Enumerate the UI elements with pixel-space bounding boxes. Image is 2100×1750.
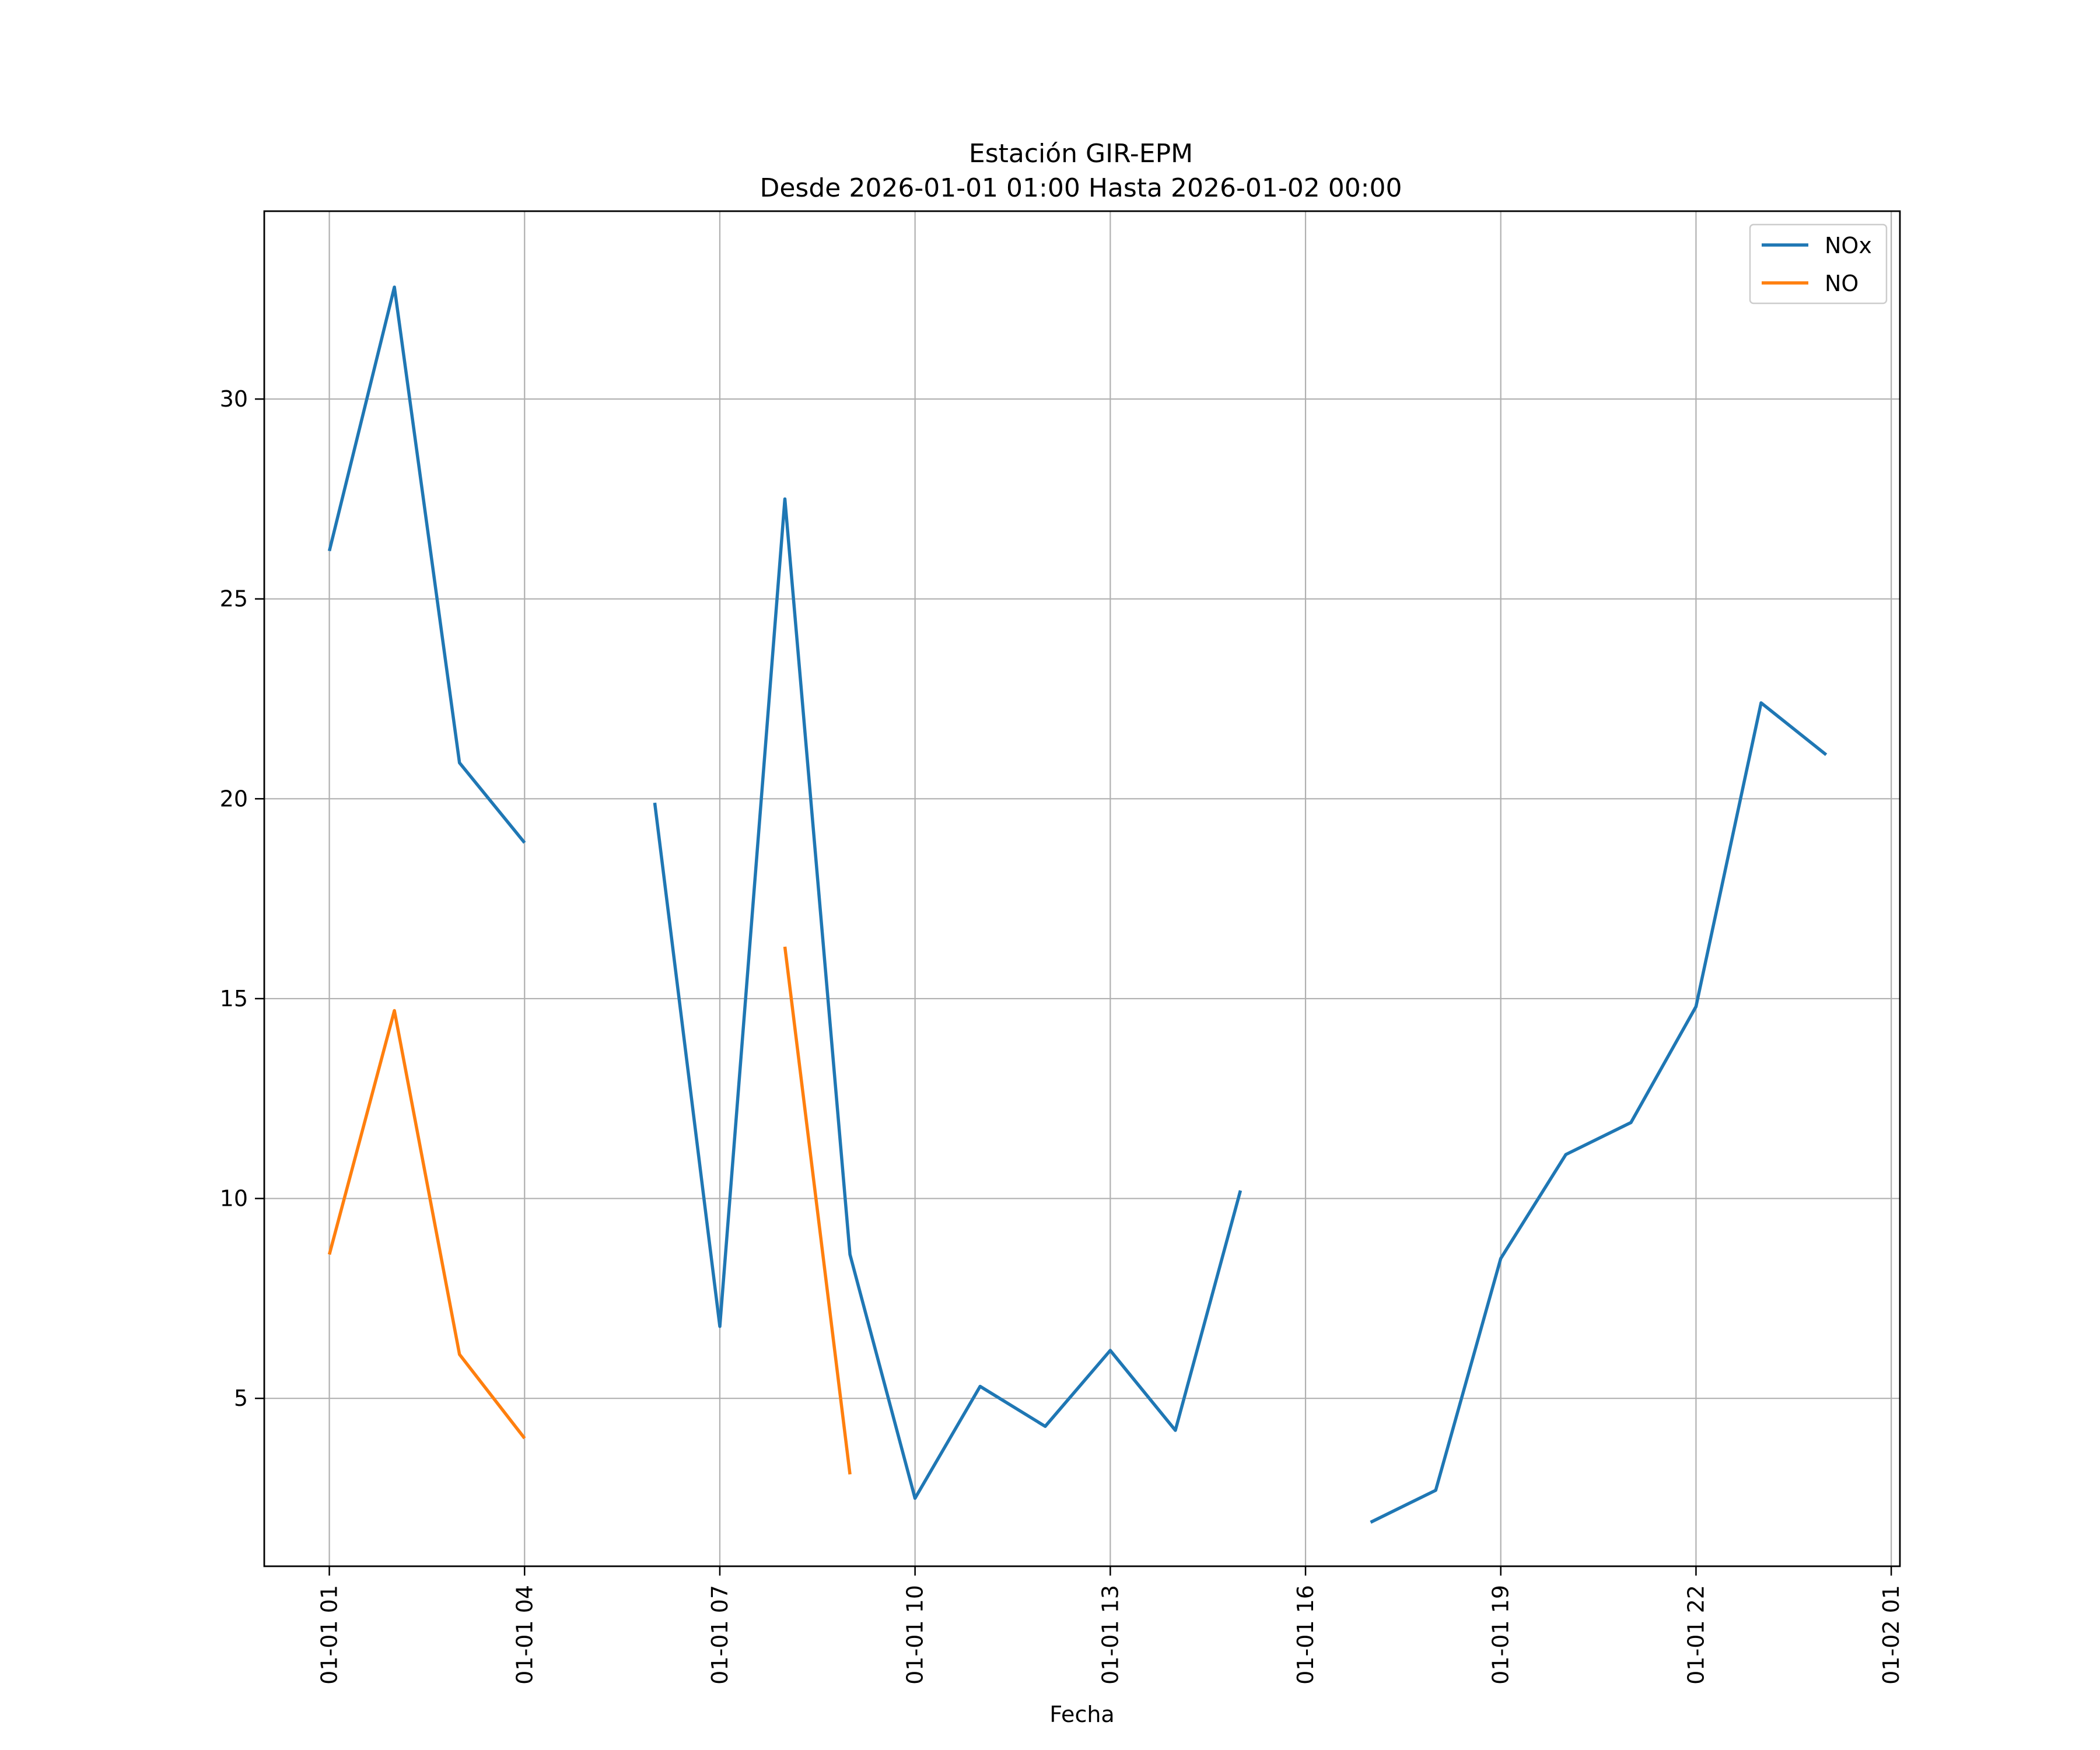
- x-tick-label: 01-01 16: [1293, 1585, 1318, 1685]
- x-tick-label: 01-01 07: [707, 1585, 733, 1685]
- series-line-nox: [1370, 701, 1828, 1524]
- x-axis-ticks: 01-01 01 01-01 04 01-01 07 01-01 10 01-01 13…: [317, 1566, 1904, 1685]
- grid-lines: [264, 211, 1900, 1566]
- y-tick-label: 30: [220, 386, 248, 412]
- y-axis-ticks: 5 10 15 20 25 30: [220, 386, 264, 1411]
- x-tick-label: 01-01 10: [902, 1585, 928, 1685]
- x-tick-label: 01-01 19: [1488, 1585, 1514, 1685]
- y-tick-label: 10: [220, 1186, 248, 1212]
- y-tick-label: 20: [220, 786, 248, 811]
- series-line-nox: [653, 497, 1242, 1500]
- x-tick-label: 01-01 04: [512, 1585, 537, 1685]
- x-axis-label: Fecha: [1049, 1702, 1114, 1727]
- x-tick-label: 01-02 01: [1878, 1585, 1904, 1685]
- y-tick-label: 25: [220, 586, 248, 612]
- chart-title: Estación GIR-EPM: [969, 139, 1193, 169]
- x-tick-label: 01-01 13: [1097, 1585, 1123, 1685]
- series-line-no: [783, 946, 852, 1475]
- series-line-no: [327, 1009, 526, 1440]
- series-layer: [327, 285, 1828, 1524]
- legend-label-nox: NOx: [1825, 233, 1872, 258]
- y-tick-label: 15: [220, 986, 248, 1012]
- chart-subtitle: Desde 2026-01-01 01:00 Hasta 2026-01-02 …: [760, 173, 1402, 203]
- x-tick-label: 01-01 01: [317, 1585, 342, 1685]
- legend: NOx NO: [1749, 223, 1888, 304]
- series-line-nox: [327, 285, 526, 844]
- plot-area-frame: [263, 210, 1901, 1567]
- y-tick-label: 5: [234, 1385, 248, 1411]
- legend-label-no: NO: [1825, 271, 1859, 296]
- x-tick-label: 01-01 22: [1683, 1585, 1709, 1685]
